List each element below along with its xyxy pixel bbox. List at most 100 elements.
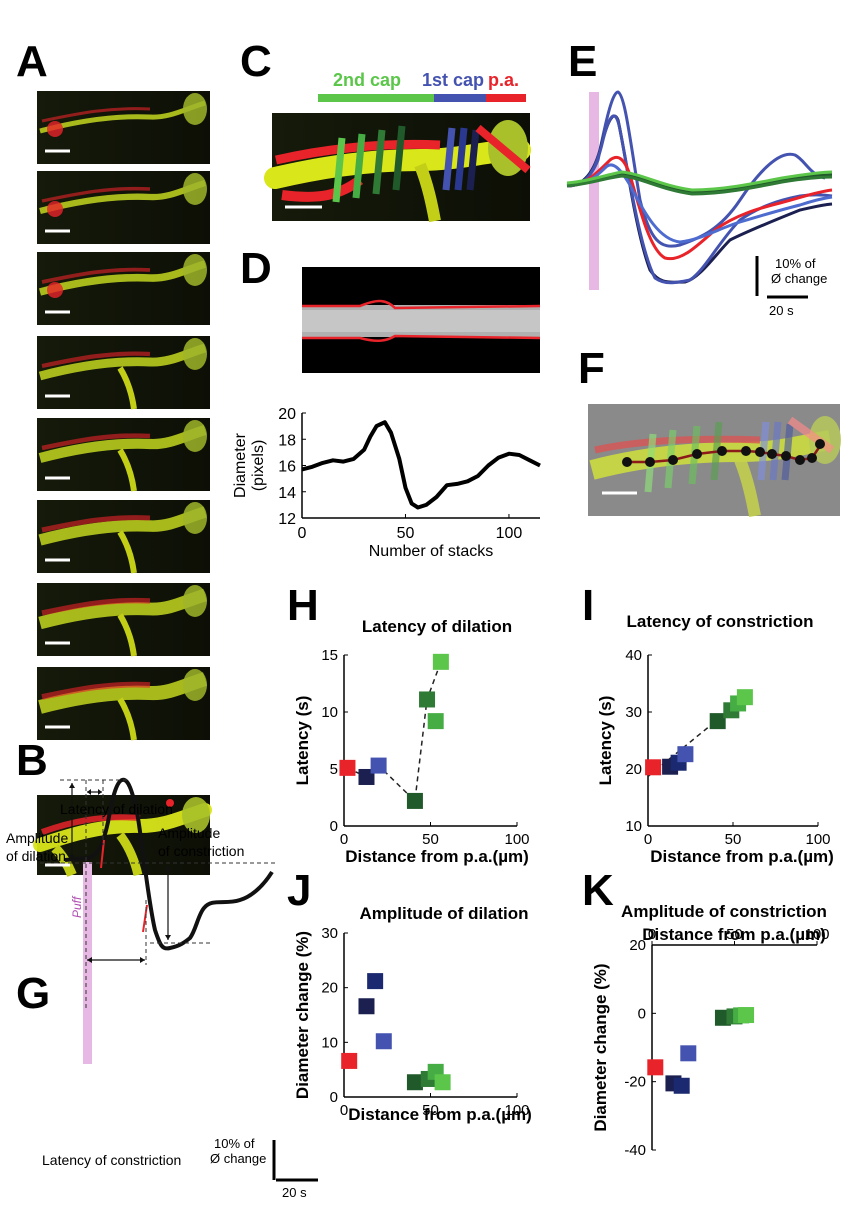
label-2nd-cap: 2nd cap — [333, 70, 401, 90]
vessel-branch — [117, 613, 137, 657]
y-axis-label-2: (pixels) — [250, 440, 267, 492]
x-axis-label: Distance from p.a.(µm) — [345, 847, 529, 866]
y-tick-label: 20 — [625, 761, 642, 778]
y-tick-label: 30 — [625, 704, 642, 721]
y-tick-label: 12 — [278, 511, 296, 528]
micrograph-frame — [37, 336, 210, 410]
chart-title: Latency of constriction — [626, 612, 813, 631]
label-pa: p.a. — [488, 70, 519, 90]
label-1st-cap: 1st cap — [422, 70, 484, 90]
panel-letter-j: J — [287, 866, 311, 915]
vessel-branch — [117, 530, 137, 574]
chart-title: Latency of dilation — [362, 617, 512, 636]
data-point — [375, 1033, 392, 1050]
vessel-end — [183, 173, 207, 205]
micrograph-frame — [37, 500, 210, 574]
data-point — [358, 998, 375, 1015]
data-point — [406, 1074, 423, 1091]
x-tick-label: 100 — [496, 525, 523, 542]
y-axis-label: Diameter change (%) — [293, 931, 312, 1099]
vessel-branch — [117, 448, 137, 492]
segment-bar-2nd-cap — [318, 94, 434, 102]
trace-line — [566, 163, 833, 244]
data-point — [341, 1052, 358, 1069]
panel-letter-f: F — [578, 344, 605, 393]
data-point — [709, 713, 726, 730]
x-tick-label: 100 — [504, 1102, 529, 1119]
vessel-end — [183, 420, 207, 452]
data-point — [736, 689, 753, 706]
diameter-series-line — [301, 420, 541, 510]
trace-line — [566, 155, 833, 261]
vessel-outline — [41, 681, 151, 700]
y-tick-label: 14 — [278, 485, 296, 502]
puff-label: Puff — [70, 895, 84, 918]
micrograph-frame — [37, 171, 210, 244]
micrograph-frame — [37, 667, 210, 741]
micrograph-frame — [37, 583, 210, 657]
panel-letter-g: G — [16, 969, 50, 1018]
y-tick-label: 0 — [330, 1089, 338, 1106]
vessel-end — [183, 585, 207, 617]
y-tick-label: 18 — [278, 432, 296, 449]
data-point — [406, 792, 423, 809]
x-tick-label: 50 — [422, 831, 439, 848]
vessel-end — [183, 93, 207, 125]
vessel-outline — [41, 351, 151, 369]
x-axis-label: Distance from p.a.(µm) — [642, 925, 826, 944]
label-amplitude-constriction-1: Amplitude — [158, 825, 220, 841]
vessel-outline — [41, 267, 151, 284]
vessel-end — [183, 254, 207, 286]
x-tick-label: 100 — [805, 831, 830, 848]
panel-letter-e: E — [568, 37, 597, 86]
chart-title: Amplitude of dilation — [359, 904, 528, 923]
data-point — [738, 1007, 755, 1024]
x-tick-label: 50 — [397, 525, 415, 542]
puff-bar — [589, 92, 599, 290]
vessel-outline — [41, 597, 151, 616]
segment-bar-1st-cap — [434, 94, 486, 102]
x-axis-label: Distance from p.a.(µm) — [650, 847, 834, 866]
label-amplitude-constriction-2: of constriction — [158, 843, 244, 859]
scale-y-label-1: 10% of — [775, 256, 816, 271]
y-tick-label: 20 — [278, 406, 296, 423]
x-tick-label: 0 — [298, 525, 307, 542]
panel-j-chart: 0 50 100 0 10 20 30 Amplitude of dilation Distan… — [293, 904, 532, 1124]
dashed-connector — [347, 661, 442, 803]
x-tick-label: 100 — [504, 831, 529, 848]
vessel-branch — [117, 366, 137, 410]
panel-letter-b: B — [16, 736, 48, 785]
label-amplitude-dilation-1: Amplitude — [6, 830, 68, 846]
micrograph-frame — [37, 91, 210, 164]
y-tick-label: 10 — [321, 1034, 338, 1051]
trace-line — [566, 170, 833, 192]
panel-letter-h: H — [287, 581, 319, 630]
y-tick-label: 5 — [330, 761, 338, 778]
data-point — [358, 768, 375, 785]
scale-x-label: 20 s — [282, 1185, 307, 1200]
x-tick-label: 0 — [644, 831, 652, 848]
scale-y-label-2: Ø change — [771, 271, 827, 286]
x-axis-label: Number of stacks — [369, 543, 493, 560]
data-point — [647, 1059, 664, 1076]
y-tick-label: 20 — [629, 937, 646, 954]
y-axis-label: Latency (s) — [596, 696, 615, 786]
data-point — [680, 1045, 697, 1062]
x-tick-label: 0 — [340, 1102, 348, 1119]
panel-letter-i: I — [582, 581, 594, 630]
segment-bar-pa — [486, 94, 526, 102]
data-point — [370, 757, 387, 774]
cell — [47, 201, 63, 217]
y-tick-label: 10 — [321, 704, 338, 721]
data-point — [427, 713, 444, 730]
vessel-end — [183, 338, 207, 370]
x-axis-label: Distance from p.a.(µm) — [348, 1105, 532, 1124]
vessel-branch — [117, 697, 137, 741]
label-amplitude-dilation-2: of dilation — [6, 848, 66, 864]
panel-i-chart: 0 50 100 10 20 30 40 Latency of constriction Dis… — [596, 612, 834, 866]
y-tick-label: -40 — [624, 1142, 646, 1159]
data-point — [434, 1074, 451, 1091]
panel-letter-c: C — [240, 37, 272, 86]
